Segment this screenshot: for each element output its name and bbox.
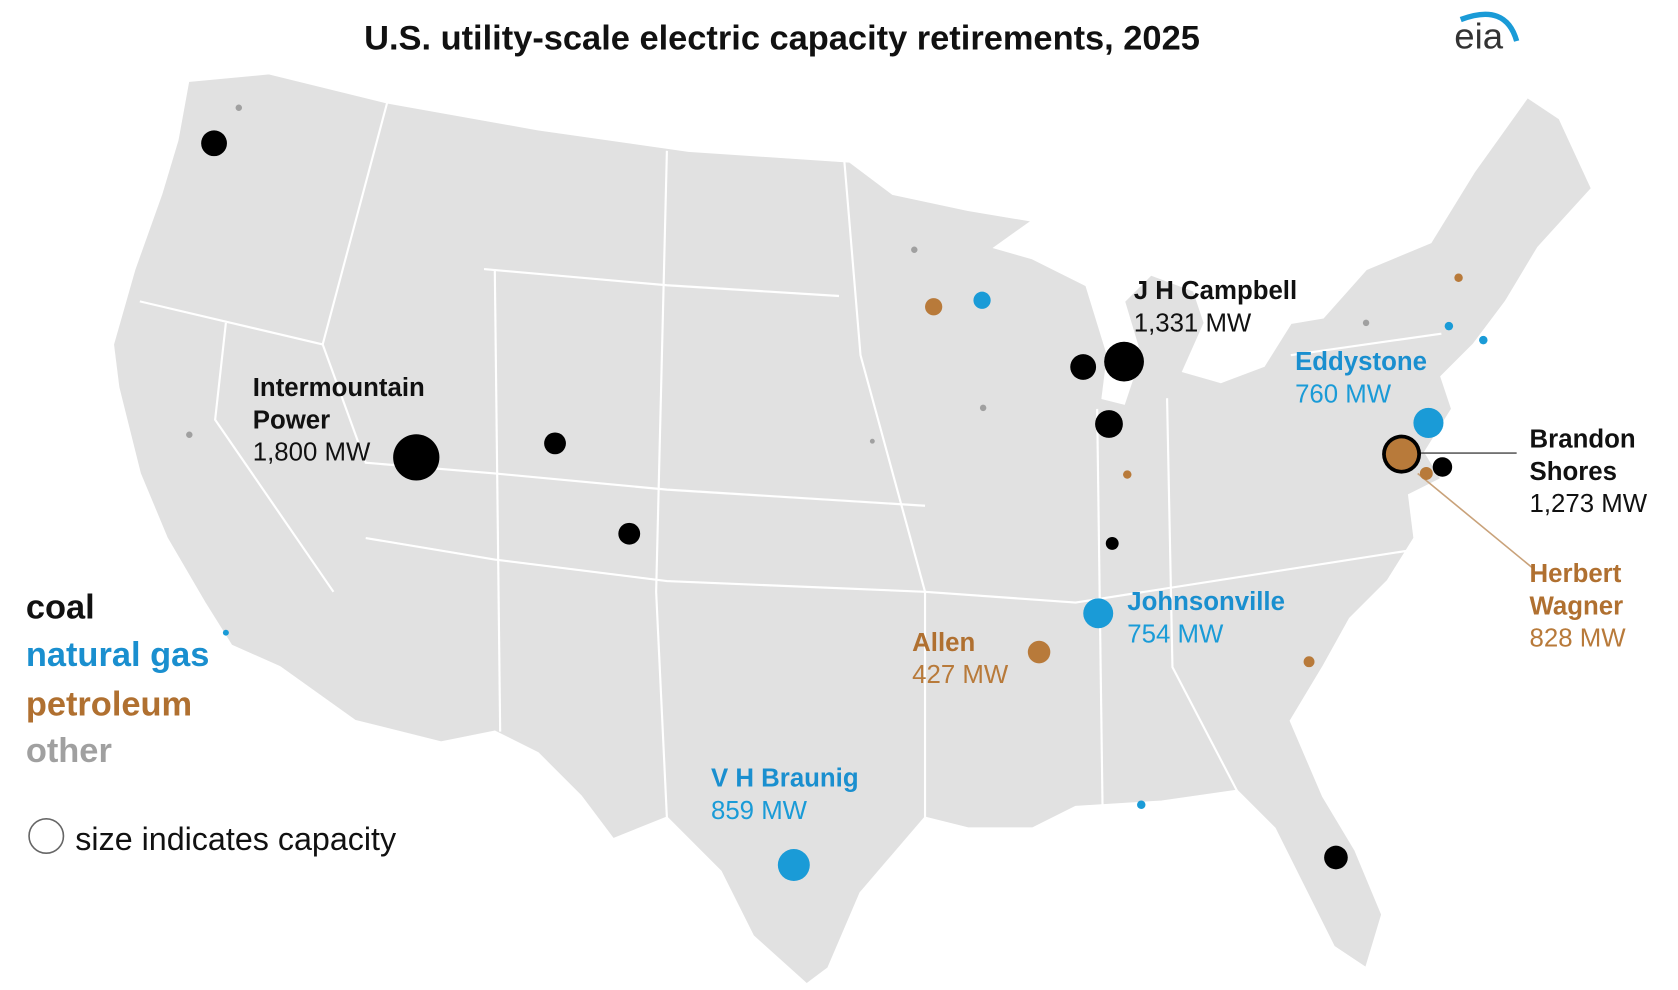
state-line bbox=[365, 536, 1421, 604]
plant-bubble bbox=[1444, 321, 1454, 331]
plant-name-line: Shores bbox=[1530, 458, 1617, 486]
plant-bubble bbox=[1479, 335, 1488, 345]
us-outline bbox=[111, 72, 1594, 986]
plant-bubble bbox=[1137, 800, 1146, 810]
logo: eia bbox=[1454, 16, 1503, 57]
plant-bubble bbox=[235, 104, 243, 111]
plant-bubble bbox=[1419, 467, 1433, 480]
plant-capacity: 1,331 MW bbox=[1134, 310, 1252, 338]
plant-name: Johnsonville bbox=[1127, 588, 1285, 616]
plant-capacity: 859 MW bbox=[711, 797, 808, 825]
plant-capacity: 828 MW bbox=[1530, 625, 1627, 653]
plant-bubble bbox=[869, 438, 875, 444]
plant-name: Eddystone bbox=[1295, 348, 1427, 376]
plant-capacity: 754 MW bbox=[1127, 620, 1224, 648]
plant-bubble bbox=[1070, 354, 1097, 380]
plant-bubble bbox=[911, 246, 918, 253]
plant-bubble bbox=[979, 404, 987, 412]
plant-bubble bbox=[186, 431, 193, 438]
plant-bubble bbox=[1324, 845, 1348, 870]
state-line bbox=[493, 269, 502, 732]
plant-bubble bbox=[777, 849, 810, 882]
legend-entry: petroleum bbox=[26, 686, 192, 724]
plant-bubble bbox=[1454, 273, 1463, 282]
plant-name-line: Herbert bbox=[1530, 560, 1629, 588]
legend-entry: natural gas bbox=[26, 636, 210, 674]
plant-bubble bbox=[1413, 407, 1444, 438]
plant-bubble bbox=[1385, 438, 1418, 470]
state-line bbox=[1290, 332, 1442, 357]
size-legend-circle bbox=[28, 817, 65, 854]
plant-bubble bbox=[618, 522, 641, 545]
plant-capacity: 760 MW bbox=[1295, 380, 1392, 408]
plant-bubble bbox=[1083, 598, 1114, 629]
plant-capacity: 1,800 MW bbox=[253, 439, 371, 467]
legend-entry: other bbox=[26, 732, 112, 770]
plant-bubble bbox=[393, 434, 440, 481]
plant-bubble bbox=[1105, 536, 1119, 550]
plant-name: J H Campbell bbox=[1134, 277, 1297, 305]
plant-bubble bbox=[1123, 470, 1132, 479]
plant-name-line: Intermountain bbox=[253, 374, 432, 402]
plant-name-line: Brandon bbox=[1530, 426, 1643, 454]
leader-line bbox=[1417, 472, 1534, 569]
plant-name-line: Wagner bbox=[1530, 592, 1624, 620]
size-legend-text: size indicates capacity bbox=[75, 821, 397, 857]
plant-bubble bbox=[544, 432, 566, 455]
plant-name: Herbert Wagner bbox=[1530, 560, 1629, 620]
plant-name: V H Braunig bbox=[711, 764, 859, 792]
state-line bbox=[843, 161, 927, 818]
plant-bubble bbox=[222, 629, 229, 636]
plant-capacity: 1,273 MW bbox=[1530, 490, 1648, 518]
state-line bbox=[321, 102, 389, 345]
plant-bubble bbox=[201, 130, 227, 157]
plant-bubble bbox=[1104, 341, 1144, 382]
plant-name-line: Power bbox=[253, 406, 330, 434]
plant-name: Brandon Shores bbox=[1530, 426, 1643, 486]
state-line bbox=[483, 268, 840, 298]
state-line bbox=[214, 322, 335, 593]
plant-name: Intermountain Power bbox=[253, 374, 432, 434]
plant-bubble bbox=[925, 298, 943, 316]
plant-bubble bbox=[1095, 410, 1123, 438]
plant-bubble bbox=[1432, 457, 1453, 477]
plant-capacity: 427 MW bbox=[912, 661, 1009, 689]
legend-entry: coal bbox=[26, 589, 95, 627]
plant-name: Allen bbox=[912, 629, 975, 657]
plant-bubble bbox=[1362, 319, 1370, 327]
logo-arc bbox=[1459, 11, 1520, 42]
plant-bubble bbox=[1303, 656, 1315, 668]
state-line bbox=[1165, 398, 1238, 792]
plant-bubble bbox=[973, 291, 991, 309]
plant-bubble bbox=[1027, 640, 1051, 664]
state-line bbox=[655, 150, 668, 818]
title: U.S. utility-scale electric capacity ret… bbox=[364, 20, 1200, 58]
